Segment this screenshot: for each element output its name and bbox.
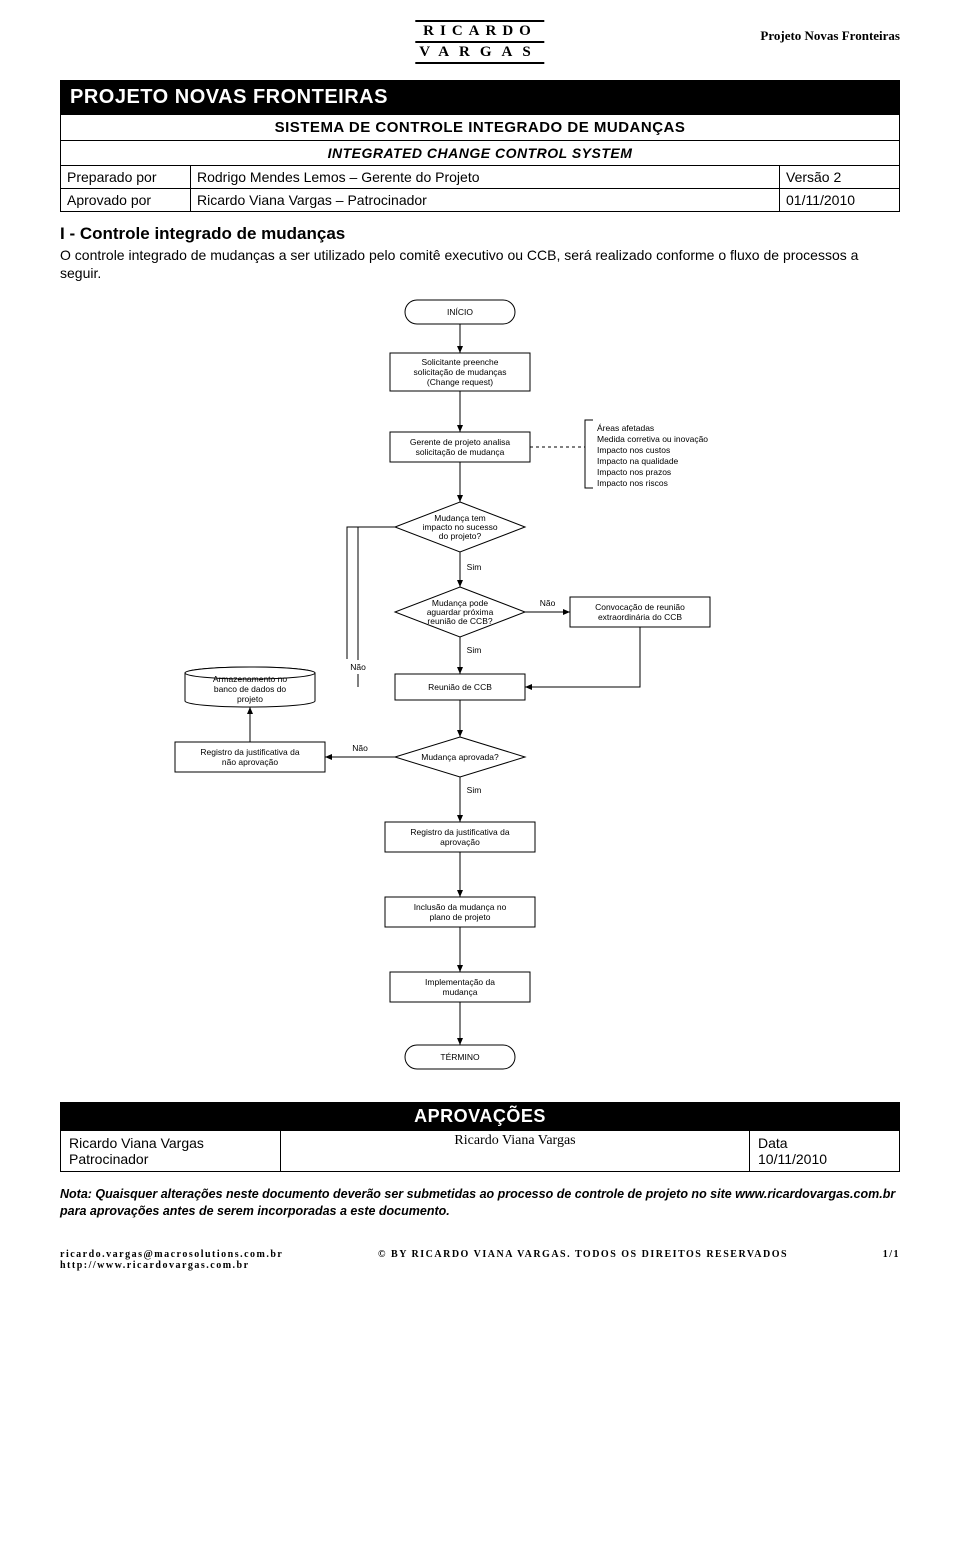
meta-value: Rodrigo Mendes Lemos – Gerente do Projet… [191, 166, 780, 189]
svg-text:Não: Não [352, 743, 368, 753]
svg-text:Implementação da: Implementação da [425, 977, 495, 987]
svg-text:mudança: mudança [443, 987, 478, 997]
svg-text:Solicitante preenche: Solicitante preenche [421, 357, 498, 367]
title-bar: PROJETO NOVAS FRONTEIRAS [60, 80, 900, 115]
meta-table: Preparado por Rodrigo Mendes Lemos – Ger… [60, 166, 900, 212]
svg-text:Inclusão da mudança no: Inclusão da mudança no [414, 902, 507, 912]
svg-text:Sim: Sim [467, 645, 482, 655]
footer-copyright: © BY RICARDO VIANA VARGAS. TODOS OS DIRE… [378, 1249, 788, 1271]
date-label: Data [758, 1135, 891, 1151]
approver-cell: Ricardo Viana Vargas Patrocinador [61, 1131, 281, 1172]
svg-text:Sim: Sim [467, 562, 482, 572]
svg-text:Sim: Sim [467, 785, 482, 795]
footer-url: http://www.ricardovargas.com.br [60, 1260, 283, 1271]
svg-text:Reunião de CCB: Reunião de CCB [428, 682, 492, 692]
meta-label: Aprovado por [61, 189, 191, 212]
flowchart-container: INÍCIOSolicitante preenchesolicitação de… [60, 292, 900, 1092]
svg-text:Impacto nos custos: Impacto nos custos [597, 445, 670, 455]
subtitle-2: INTEGRATED CHANGE CONTROL SYSTEM [60, 141, 900, 166]
svg-text:aprovação: aprovação [440, 837, 480, 847]
approvals-table: Ricardo Viana Vargas Patrocinador Ricard… [60, 1131, 900, 1172]
svg-text:Impacto nos prazos: Impacto nos prazos [597, 467, 671, 477]
subtitle-1: SISTEMA DE CONTROLE INTEGRADO DE MUDANÇA… [60, 115, 900, 141]
project-tag: Projeto Novas Fronteiras [760, 28, 900, 44]
svg-text:extraordinária do CCB: extraordinária do CCB [598, 612, 682, 622]
footer-note: Nota: Quaisquer alterações neste documen… [60, 1186, 900, 1219]
svg-text:reunião de CCB?: reunião de CCB? [427, 616, 492, 626]
section-body: O controle integrado de mudanças a ser u… [60, 246, 900, 282]
svg-text:Armazenamento no: Armazenamento no [213, 674, 287, 684]
svg-text:Mudança aprovada?: Mudança aprovada? [421, 752, 499, 762]
meta-value: Ricardo Viana Vargas – Patrocinador [191, 189, 780, 212]
svg-text:Não: Não [350, 662, 366, 672]
svg-text:Registro da justificativa da: Registro da justificativa da [410, 827, 509, 837]
svg-text:(Change request): (Change request) [427, 377, 493, 387]
svg-text:Áreas afetadas: Áreas afetadas [597, 423, 654, 433]
svg-text:plano de projeto: plano de projeto [430, 912, 491, 922]
logo-bottom: VARGAS [415, 43, 544, 64]
svg-text:Medida corretiva ou inovação: Medida corretiva ou inovação [597, 434, 708, 444]
footer-email: ricardo.vargas@macrosolutions.com.br [60, 1249, 283, 1260]
section-heading: I - Controle integrado de mudanças [60, 224, 900, 244]
svg-text:Convocação de reunião: Convocação de reunião [595, 602, 685, 612]
svg-text:banco de dados do: banco de dados do [214, 684, 287, 694]
logo-top: RICARDO [415, 20, 544, 43]
svg-text:INÍCIO: INÍCIO [447, 307, 473, 317]
page-footer: ricardo.vargas@macrosolutions.com.br htt… [60, 1249, 900, 1271]
meta-label: Preparado por [61, 166, 191, 189]
meta-right: Versão 2 [780, 166, 900, 189]
footer-left: ricardo.vargas@macrosolutions.com.br htt… [60, 1249, 283, 1271]
signature-cell: Ricardo Viana Vargas [281, 1131, 750, 1172]
table-row: Preparado por Rodrigo Mendes Lemos – Ger… [61, 166, 900, 189]
svg-text:Impacto nos riscos: Impacto nos riscos [597, 478, 668, 488]
footer-page: 1/1 [883, 1249, 900, 1271]
approvals-bar: APROVAÇÕES [60, 1102, 900, 1131]
table-row: Aprovado por Ricardo Viana Vargas – Patr… [61, 189, 900, 212]
logo: RICARDO VARGAS [415, 20, 544, 64]
flowchart: INÍCIOSolicitante preenchesolicitação de… [130, 292, 830, 1092]
svg-text:do projeto?: do projeto? [439, 531, 482, 541]
svg-text:projeto: projeto [237, 694, 263, 704]
date-value: 10/11/2010 [758, 1151, 891, 1167]
table-row: Ricardo Viana Vargas Patrocinador Ricard… [61, 1131, 900, 1172]
svg-text:Não: Não [540, 598, 556, 608]
approver-name: Ricardo Viana Vargas [69, 1135, 272, 1151]
svg-text:solicitação de mudança: solicitação de mudança [416, 447, 505, 457]
date-cell: Data 10/11/2010 [750, 1131, 900, 1172]
svg-text:TÉRMINO: TÉRMINO [440, 1052, 480, 1062]
svg-text:solicitação de mudanças: solicitação de mudanças [413, 367, 506, 377]
svg-text:Gerente de projeto analisa: Gerente de projeto analisa [410, 437, 510, 447]
document-page: RICARDO VARGAS Projeto Novas Fronteiras … [0, 0, 960, 1291]
svg-text:Impacto na qualidade: Impacto na qualidade [597, 456, 679, 466]
svg-text:Registro da justificativa da: Registro da justificativa da [200, 747, 299, 757]
meta-right: 01/11/2010 [780, 189, 900, 212]
svg-text:não aprovação: não aprovação [222, 757, 279, 767]
approver-role: Patrocinador [69, 1151, 272, 1167]
